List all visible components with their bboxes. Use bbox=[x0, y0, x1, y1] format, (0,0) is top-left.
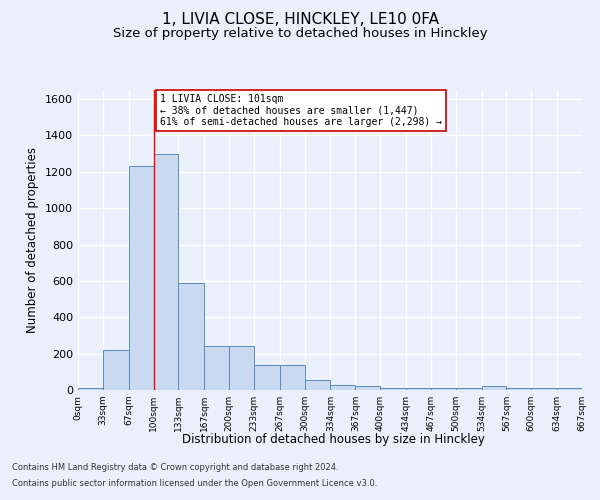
Bar bbox=[557, 388, 582, 390]
Bar bbox=[178, 282, 204, 390]
Bar bbox=[380, 388, 406, 390]
Bar bbox=[456, 388, 482, 390]
Text: 1 LIVIA CLOSE: 101sqm
← 38% of detached houses are smaller (1,447)
61% of semi-d: 1 LIVIA CLOSE: 101sqm ← 38% of detached … bbox=[160, 94, 442, 127]
Text: 1, LIVIA CLOSE, HINCKLEY, LE10 0FA: 1, LIVIA CLOSE, HINCKLEY, LE10 0FA bbox=[161, 12, 439, 28]
Text: Size of property relative to detached houses in Hinckley: Size of property relative to detached ho… bbox=[113, 28, 487, 40]
Text: Distribution of detached houses by size in Hinckley: Distribution of detached houses by size … bbox=[182, 432, 484, 446]
Text: Contains HM Land Registry data © Crown copyright and database right 2024.: Contains HM Land Registry data © Crown c… bbox=[12, 464, 338, 472]
Y-axis label: Number of detached properties: Number of detached properties bbox=[26, 147, 40, 333]
Bar bbox=[482, 386, 506, 390]
Bar bbox=[103, 350, 128, 390]
Bar bbox=[406, 388, 431, 390]
Bar bbox=[204, 346, 229, 390]
Bar bbox=[532, 388, 557, 390]
Bar bbox=[229, 346, 254, 390]
Bar bbox=[506, 388, 532, 390]
Bar bbox=[355, 386, 380, 390]
Bar bbox=[254, 364, 280, 390]
Bar bbox=[78, 388, 103, 390]
Bar bbox=[128, 166, 154, 390]
Text: Contains public sector information licensed under the Open Government Licence v3: Contains public sector information licen… bbox=[12, 478, 377, 488]
Bar bbox=[154, 154, 178, 390]
Bar bbox=[280, 364, 305, 390]
Bar bbox=[305, 380, 331, 390]
Bar bbox=[331, 385, 355, 390]
Bar bbox=[431, 388, 456, 390]
